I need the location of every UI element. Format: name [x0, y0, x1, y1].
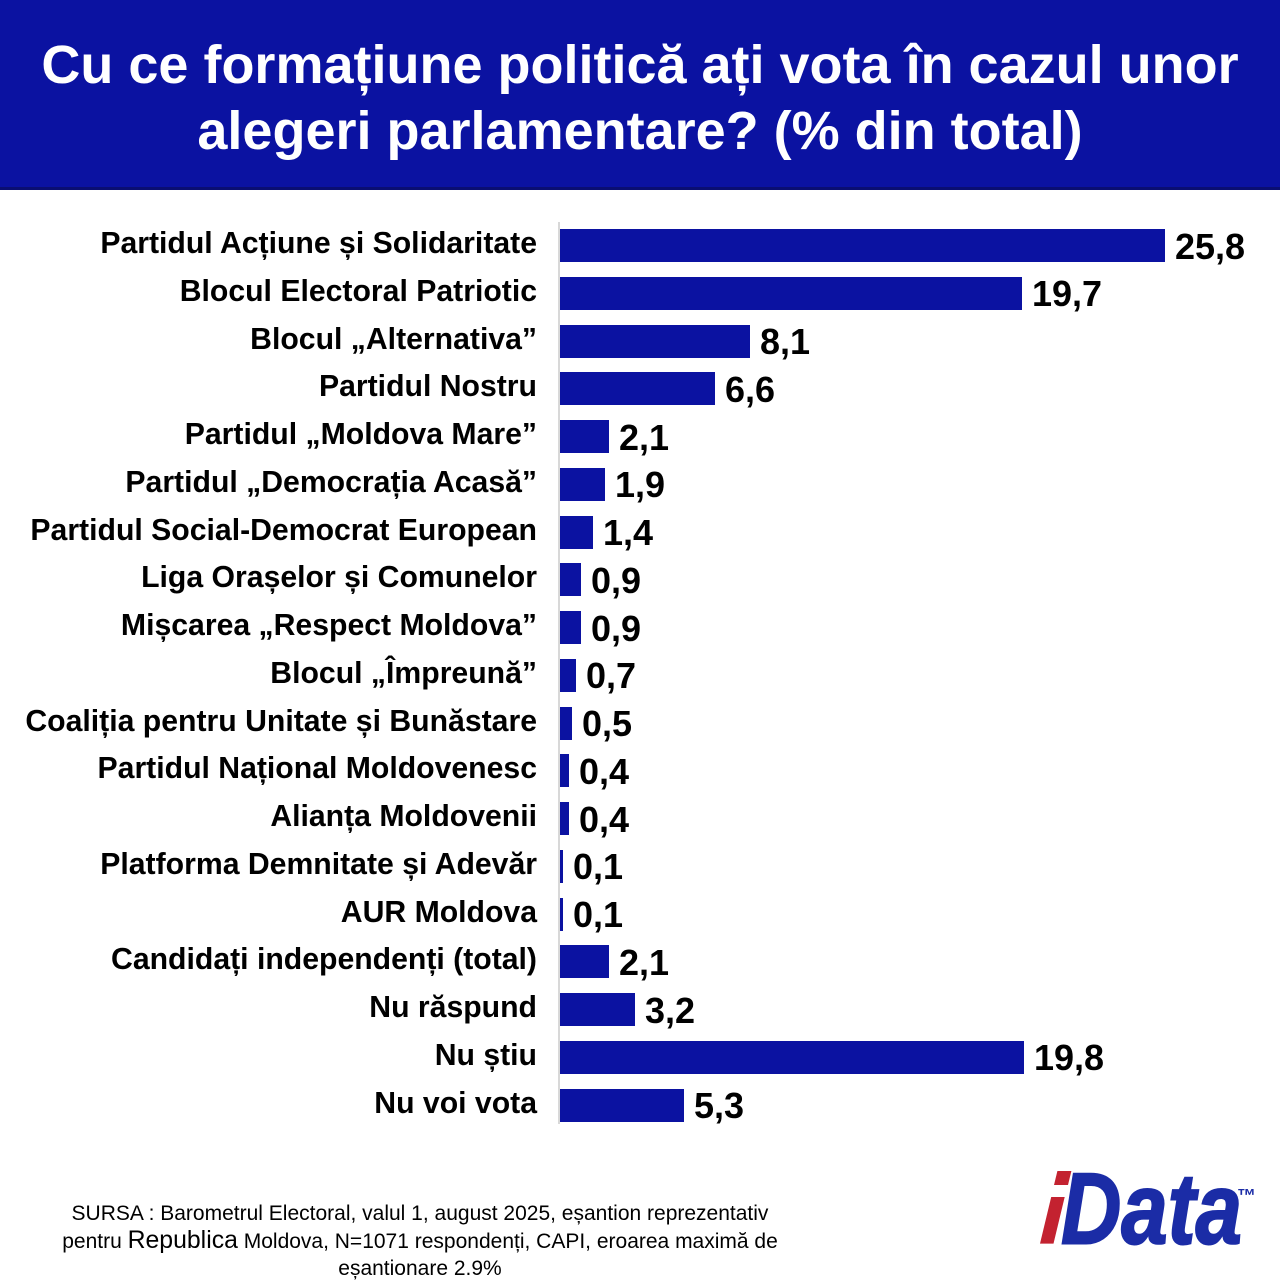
svg-text:Data: Data — [1061, 1154, 1242, 1266]
svg-text:™: ™ — [1237, 1186, 1256, 1207]
